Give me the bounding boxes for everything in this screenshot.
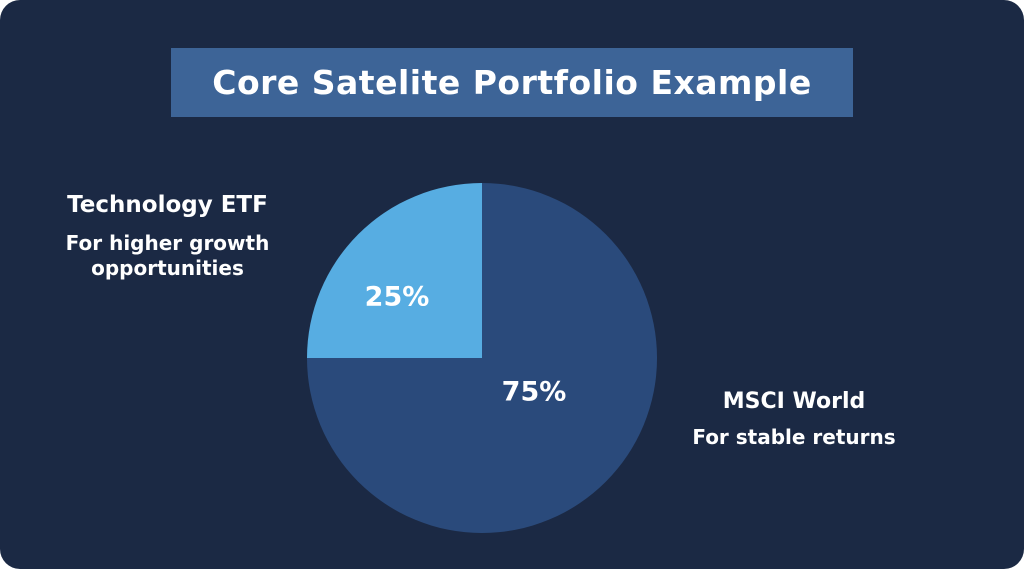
title-banner: Core Satelite Portfolio Example: [171, 48, 853, 117]
pie-slice-label-core: 75%: [501, 376, 567, 408]
core-label-subtitle: For stable returns: [692, 425, 896, 449]
pie-slice-label-satellite: 25%: [364, 281, 430, 313]
satellite-label-heading: Technology ETF: [67, 192, 268, 218]
core-label-block: MSCI World For stable returns: [684, 389, 904, 450]
core-label-heading: MSCI World: [722, 389, 866, 414]
satellite-label-block: Technology ETF For higher growth opportu…: [45, 192, 290, 281]
page-title: Core Satelite Portfolio Example: [212, 63, 812, 102]
pie-chart: [307, 183, 657, 533]
satellite-label-subtitle: For higher growth opportunities: [65, 231, 270, 280]
